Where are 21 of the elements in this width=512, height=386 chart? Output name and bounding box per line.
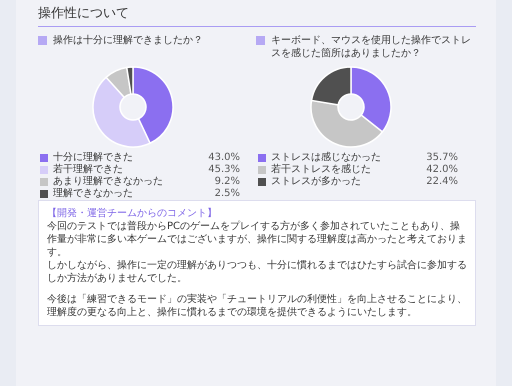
text: 操作性について: [38, 4, 476, 27]
text: 【開発・運営チームからのコメント】: [47, 207, 218, 220]
data-label: 22.4%: [426, 176, 458, 188]
legend-label: ストレスは感じなかった: [271, 152, 381, 164]
chart-title: キーボード、マウスを使用した操作でストレスを感じた箇所はありましたか？: [271, 35, 471, 59]
data-label: 2.5%: [214, 188, 240, 200]
legend-label: あまり理解できなかった: [53, 176, 163, 188]
text: 今後は「練習できるモード」の実装や「チュートリアルの利便性」を向上させることにより、理解度の更なる向上と、操作に慣れるまでの環境を提供できるようにいたします。: [47, 293, 467, 319]
data-label: 43.0%: [208, 152, 240, 164]
legend-label: 十分に理解できた: [53, 152, 133, 164]
chart-title: 操作は十分に理解できましたか？: [53, 35, 203, 46]
data-label: 42.0%: [426, 164, 458, 176]
legend-label: 若干理解できた: [53, 164, 123, 176]
text: 今回のテストでは普段からPCのゲームをプレイする方が多く参加されていたこともあり、操作量が非常に多い本ゲームではございますが、操作に関する理解度は高かったと考えております。: [47, 220, 467, 259]
text: しかしながら、操作に一定の理解がありつつも、十分に慣れるまではひたすら試合に参加するしか方法がありませんでした。: [47, 259, 467, 285]
data-label: 35.7%: [426, 152, 458, 164]
legend-label: 若干ストレスを感じた: [271, 164, 371, 176]
legend-label: ストレスが多かった: [271, 176, 361, 188]
legend-label: 理解できなかった: [53, 188, 133, 200]
data-label: 9.2%: [214, 176, 240, 188]
data-label: 45.3%: [208, 164, 240, 176]
